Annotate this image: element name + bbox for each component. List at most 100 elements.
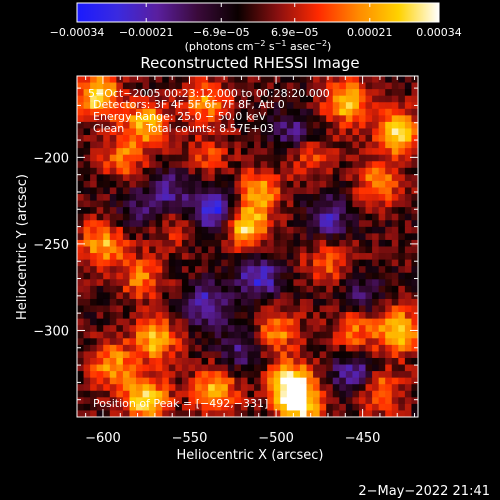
heatmap-cell: [162, 377, 170, 385]
heatmap-cell: [273, 76, 281, 83]
heatmap-cell: [234, 95, 242, 103]
heatmap-cell: [234, 161, 242, 169]
heatmap-cell: [372, 128, 380, 136]
heatmap-cell: [372, 384, 380, 392]
heatmap-cell: [162, 325, 170, 333]
heatmap-cell: [188, 292, 196, 300]
heatmap-cell: [299, 285, 307, 293]
heatmap-cell: [319, 266, 327, 274]
heatmap-cell: [385, 253, 393, 261]
heatmap-cell: [293, 180, 301, 188]
heatmap-cell: [391, 89, 399, 97]
heatmap-cell: [162, 318, 170, 326]
heatmap-cell: [83, 233, 91, 241]
heatmap-cell: [273, 397, 281, 405]
heatmap-cell: [129, 154, 137, 162]
heatmap-cell: [168, 102, 176, 110]
heatmap-cell: [345, 312, 353, 320]
heatmap-cell: [90, 272, 98, 280]
heatmap-cell: [332, 115, 340, 123]
heatmap-cell: [175, 305, 183, 313]
heatmap-cell: [319, 167, 327, 175]
heatmap-cell: [339, 115, 347, 123]
heatmap-cell: [142, 397, 150, 405]
heatmap-cell: [227, 305, 235, 313]
heatmap-cell: [168, 95, 176, 103]
heatmap-cell: [267, 403, 275, 411]
heatmap-cell: [142, 154, 150, 162]
heatmap-cell: [339, 180, 347, 188]
heatmap-cell: [122, 305, 130, 313]
heatmap-cell: [313, 272, 321, 280]
heatmap-cell: [404, 331, 412, 339]
heatmap-cell: [326, 292, 334, 300]
heatmap-cell: [103, 174, 111, 182]
heatmap-cell: [195, 384, 202, 392]
heatmap-cell: [234, 357, 242, 365]
heatmap-cell: [103, 108, 111, 116]
heatmap-cell: [358, 187, 366, 195]
heatmap-cell: [398, 154, 406, 162]
heatmap-cell: [247, 213, 255, 221]
heatmap-cell: [339, 194, 347, 201]
heatmap-cell: [142, 292, 150, 300]
heatmap-cell: [273, 292, 281, 300]
heatmap-cell: [208, 397, 216, 405]
heatmap-cell: [398, 239, 406, 247]
heatmap-cell: [96, 312, 104, 320]
heatmap-cell: [299, 121, 307, 129]
heatmap-cell: [345, 161, 353, 169]
heatmap-cell: [254, 390, 262, 398]
heatmap-cell: [339, 397, 347, 405]
heatmap-cell: [411, 207, 419, 215]
heatmap-cell: [175, 253, 183, 261]
heatmap-cell: [122, 312, 130, 320]
heatmap-cell: [260, 115, 268, 123]
heatmap-cell: [247, 148, 255, 156]
heatmap-cell: [227, 410, 235, 418]
heatmap-cell: [391, 272, 399, 280]
heatmap-cell: [326, 410, 334, 418]
heatmap-cell: [122, 187, 130, 195]
heatmap-cell: [90, 180, 98, 188]
heatmap-cell: [109, 167, 117, 175]
heatmap-cell: [358, 161, 366, 169]
heatmap-cell: [201, 187, 209, 195]
heatmap-cell: [260, 259, 268, 267]
heatmap-cell: [201, 390, 209, 398]
heatmap-cell: [398, 108, 406, 116]
heatmap-cell: [260, 174, 268, 182]
heatmap-cell: [195, 285, 202, 293]
heatmap-cell: [247, 121, 255, 129]
heatmap-cell: [175, 338, 183, 346]
heatmap-cell: [201, 377, 209, 385]
heatmap-cell: [385, 403, 393, 411]
heatmap-cell: [188, 226, 196, 234]
heatmap-cell: [378, 108, 386, 116]
heatmap-cell: [103, 338, 111, 346]
heatmap-cell: [372, 351, 380, 359]
heatmap-cell: [155, 108, 163, 116]
heatmap-cell: [221, 102, 229, 110]
heatmap-cell: [201, 318, 209, 326]
heatmap-cell: [319, 384, 327, 392]
heatmap-cell: [273, 194, 281, 201]
heatmap-cell: [385, 364, 393, 372]
heatmap-cell: [201, 76, 209, 83]
heatmap-cell: [267, 266, 275, 274]
heatmap-cell: [96, 390, 104, 398]
heatmap-cell: [319, 246, 327, 254]
heatmap-cell: [142, 174, 150, 182]
heatmap-cell: [109, 220, 117, 228]
heatmap-cell: [254, 266, 262, 274]
heatmap-cell: [286, 272, 294, 280]
heatmap-cell: [404, 246, 412, 254]
heatmap-cell: [365, 259, 373, 267]
heatmap-cell: [254, 253, 262, 261]
heatmap-cell: [234, 279, 242, 287]
heatmap-cell: [195, 397, 202, 405]
heatmap-cell: [385, 384, 393, 392]
heatmap-cell: [306, 180, 314, 188]
heatmap-cell: [411, 384, 419, 392]
heatmap-cell: [234, 253, 242, 261]
